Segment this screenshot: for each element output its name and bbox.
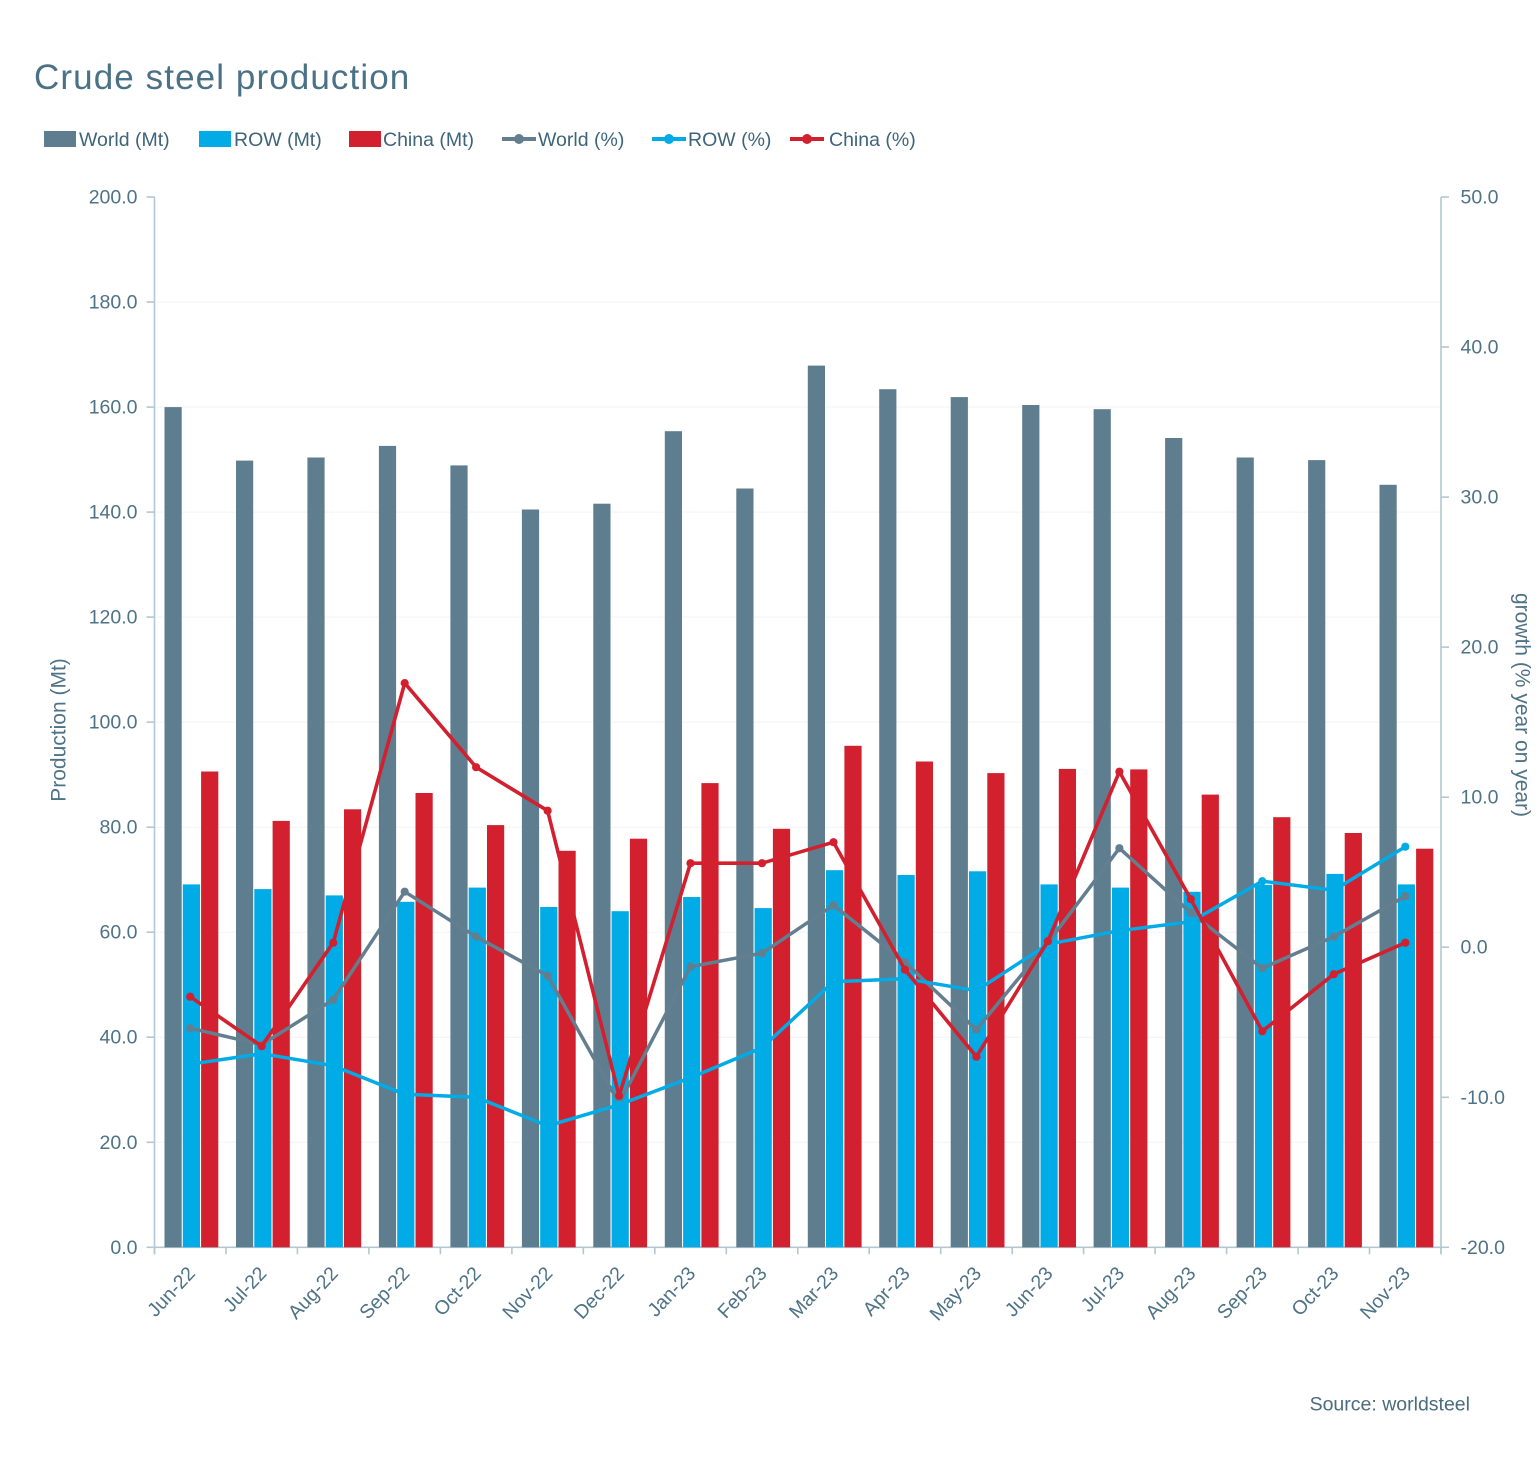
- svg-text:100.0: 100.0: [89, 712, 138, 734]
- svg-text:World (Mt): World (Mt): [79, 129, 170, 151]
- svg-text:50.0: 50.0: [1461, 187, 1499, 209]
- svg-text:60.0: 60.0: [100, 922, 138, 944]
- svg-text:-10.0: -10.0: [1461, 1087, 1506, 1109]
- svg-text:30.0: 30.0: [1461, 487, 1499, 509]
- svg-text:20.0: 20.0: [1461, 637, 1499, 659]
- svg-text:Source: worldsteel: Source: worldsteel: [1310, 1394, 1470, 1416]
- svg-text:20.0: 20.0: [100, 1132, 138, 1154]
- svg-text:growth (% year on year): growth (% year on year): [1511, 593, 1534, 817]
- svg-text:10.0: 10.0: [1461, 787, 1499, 809]
- svg-text:40.0: 40.0: [1461, 337, 1499, 359]
- svg-text:0.0: 0.0: [110, 1237, 137, 1259]
- svg-text:Production (Mt): Production (Mt): [48, 658, 71, 802]
- svg-text:160.0: 160.0: [89, 397, 138, 419]
- svg-text:80.0: 80.0: [100, 817, 138, 839]
- svg-text:World (%): World (%): [538, 129, 624, 151]
- svg-text:China (Mt): China (Mt): [383, 129, 474, 151]
- svg-text:-20.0: -20.0: [1461, 1237, 1506, 1259]
- svg-text:China (%): China (%): [829, 129, 916, 151]
- svg-text:180.0: 180.0: [89, 292, 138, 314]
- svg-text:Crude steel production: Crude steel production: [34, 58, 410, 97]
- svg-text:ROW (%): ROW (%): [688, 129, 771, 151]
- svg-text:0.0: 0.0: [1461, 937, 1488, 959]
- svg-text:120.0: 120.0: [89, 607, 138, 629]
- svg-text:140.0: 140.0: [89, 502, 138, 524]
- svg-text:40.0: 40.0: [100, 1027, 138, 1049]
- svg-text:200.0: 200.0: [89, 187, 138, 209]
- svg-text:ROW (Mt): ROW (Mt): [234, 129, 322, 151]
